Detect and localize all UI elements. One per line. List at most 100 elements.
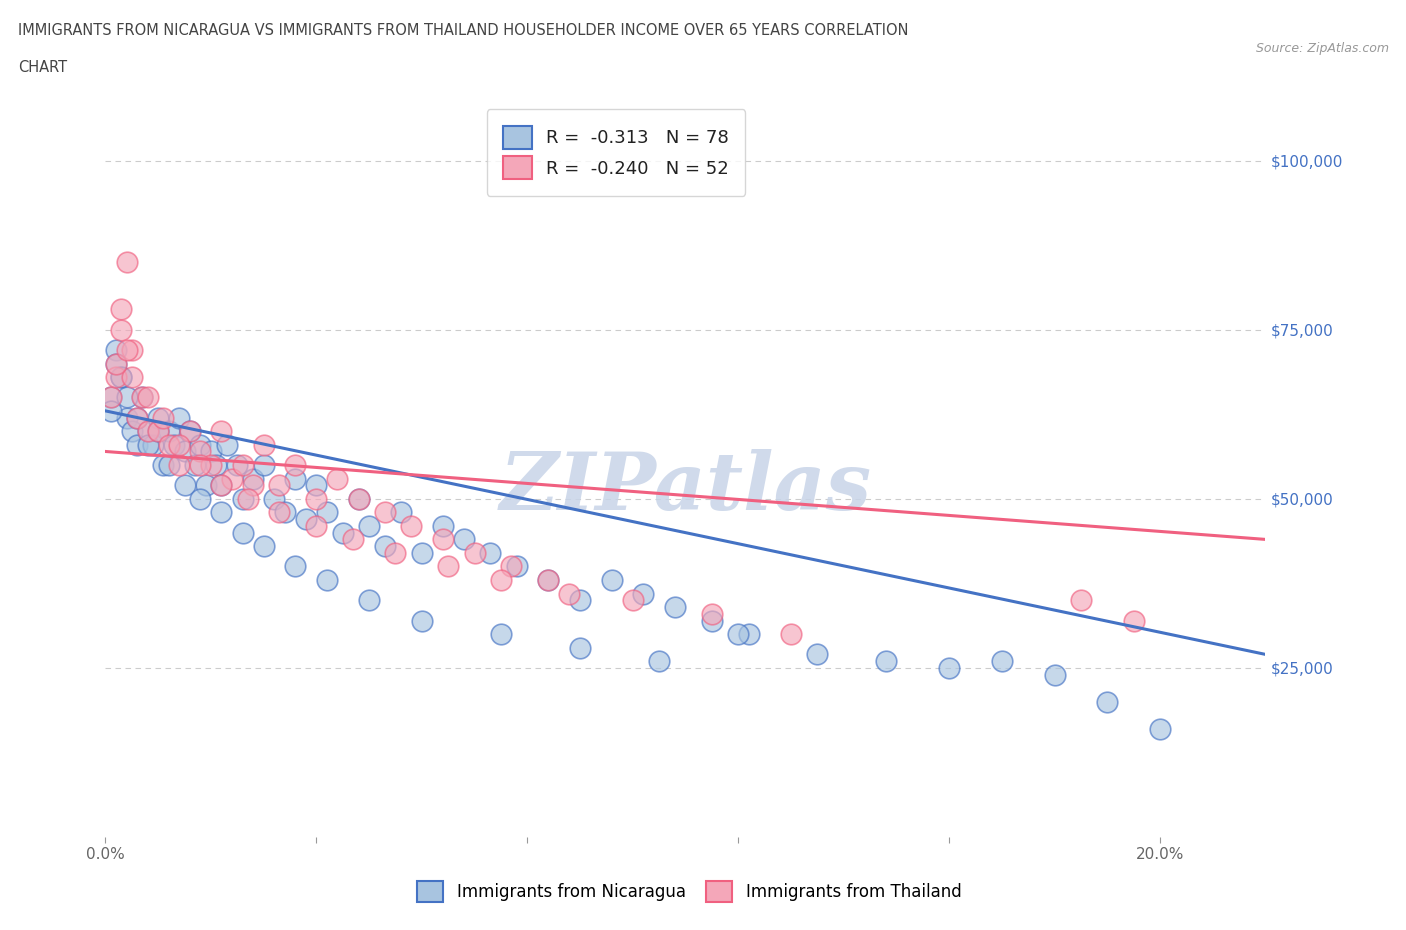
Point <box>253 538 276 553</box>
Point <box>148 410 170 425</box>
Point <box>188 491 212 506</box>
Point <box>700 613 723 628</box>
Point <box>374 538 396 553</box>
Point <box>1097 695 1119 710</box>
Point <box>347 491 370 506</box>
Legend: Immigrants from Nicaragua, Immigrants from Thailand: Immigrants from Nicaragua, Immigrants fr… <box>408 872 970 910</box>
Point <box>188 444 212 458</box>
Point <box>991 654 1014 669</box>
Point <box>506 559 529 574</box>
Point <box>211 424 233 439</box>
Point <box>389 505 412 520</box>
Point <box>305 491 328 506</box>
Point <box>136 424 159 439</box>
Point <box>105 369 128 384</box>
Point <box>633 586 655 601</box>
Point <box>269 478 291 493</box>
Point <box>194 478 217 493</box>
Point <box>179 424 201 439</box>
Point <box>105 356 128 371</box>
Point <box>600 573 623 588</box>
Point <box>253 437 276 452</box>
Point <box>479 546 502 561</box>
Point <box>342 532 364 547</box>
Point <box>115 255 138 270</box>
Point <box>432 518 454 533</box>
Point <box>169 410 191 425</box>
Point <box>152 410 174 425</box>
Point <box>780 627 803 642</box>
Point <box>142 437 165 452</box>
Point <box>188 458 212 472</box>
Point <box>568 592 592 607</box>
Point <box>295 512 318 526</box>
Point <box>236 491 259 506</box>
Point <box>464 546 486 561</box>
Point <box>1043 667 1066 682</box>
Point <box>269 505 291 520</box>
Point <box>274 505 297 520</box>
Point <box>401 518 423 533</box>
Point <box>157 424 180 439</box>
Point <box>1070 592 1092 607</box>
Point <box>169 458 191 472</box>
Point <box>568 640 592 655</box>
Point <box>100 404 122 418</box>
Point <box>173 444 195 458</box>
Point <box>305 478 328 493</box>
Point <box>100 390 122 405</box>
Point <box>127 410 149 425</box>
Point <box>700 606 723 621</box>
Point <box>253 458 276 472</box>
Point <box>501 559 523 574</box>
Point <box>284 458 307 472</box>
Point <box>242 472 264 486</box>
Point <box>305 518 328 533</box>
Point <box>127 410 149 425</box>
Point <box>326 472 349 486</box>
Point <box>110 302 132 317</box>
Point <box>173 478 195 493</box>
Point <box>664 600 686 615</box>
Text: Source: ZipAtlas.com: Source: ZipAtlas.com <box>1256 42 1389 55</box>
Text: ZIPatlas: ZIPatlas <box>499 448 872 526</box>
Point <box>1122 613 1144 628</box>
Point <box>127 437 149 452</box>
Point <box>938 660 960 675</box>
Point <box>359 518 381 533</box>
Point <box>110 369 132 384</box>
Point <box>179 424 201 439</box>
Point <box>152 458 174 472</box>
Point <box>432 532 454 547</box>
Point <box>242 478 264 493</box>
Point <box>489 627 512 642</box>
Point <box>157 458 180 472</box>
Point <box>384 546 406 561</box>
Point <box>411 546 433 561</box>
Point <box>157 437 180 452</box>
Point <box>226 458 249 472</box>
Point <box>200 458 222 472</box>
Point <box>136 424 159 439</box>
Point <box>621 592 644 607</box>
Point <box>316 505 339 520</box>
Point <box>374 505 396 520</box>
Point <box>131 390 153 405</box>
Point <box>453 532 475 547</box>
Point <box>163 437 186 452</box>
Point <box>437 559 460 574</box>
Point <box>136 437 159 452</box>
Point <box>537 573 560 588</box>
Point <box>231 458 254 472</box>
Text: IMMIGRANTS FROM NICARAGUA VS IMMIGRANTS FROM THAILAND HOUSEHOLDER INCOME OVER 65: IMMIGRANTS FROM NICARAGUA VS IMMIGRANTS … <box>18 23 908 38</box>
Point <box>215 437 238 452</box>
Point <box>738 627 761 642</box>
Point <box>211 478 233 493</box>
Point <box>105 342 128 357</box>
Point <box>148 424 170 439</box>
Point <box>100 390 122 405</box>
Point <box>121 424 143 439</box>
Point <box>537 573 560 588</box>
Point <box>121 342 143 357</box>
Point <box>211 478 233 493</box>
